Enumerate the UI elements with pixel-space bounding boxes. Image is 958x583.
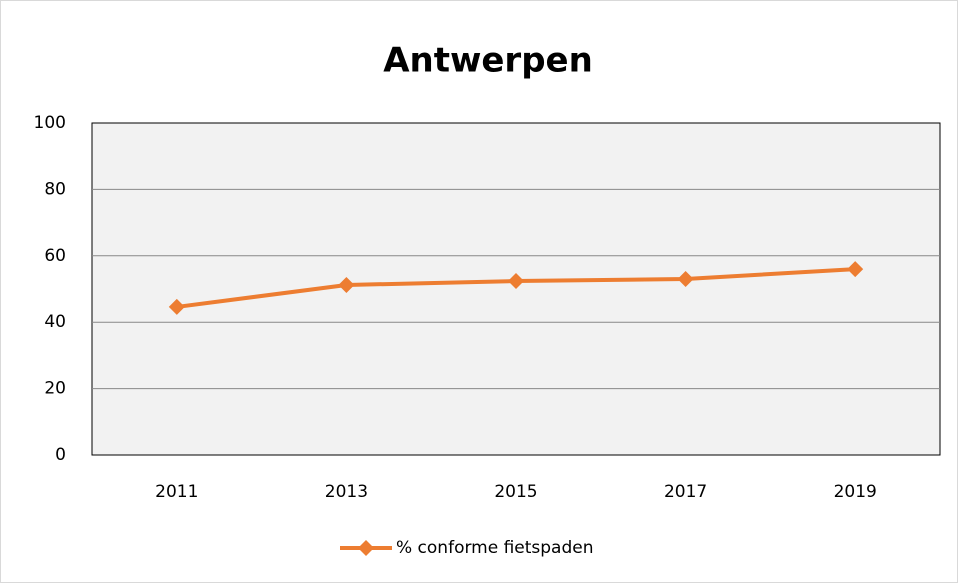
data-marker — [508, 273, 524, 290]
x-tick-label: 2015 — [494, 482, 537, 502]
data-marker — [168, 298, 185, 315]
y-tick-label: 60 — [44, 246, 66, 266]
legend-label: % conforme fietspaden — [396, 538, 594, 558]
chart-title: Antwerpen — [383, 41, 593, 81]
x-tick-label: 2017 — [664, 482, 707, 502]
y-tick-label: 80 — [44, 179, 66, 199]
y-tick-label: 100 — [34, 113, 66, 133]
legend-marker — [358, 540, 374, 556]
data-marker — [677, 271, 694, 288]
x-tick-label: 2011 — [155, 482, 198, 502]
data-marker — [338, 277, 355, 294]
y-tick-label: 40 — [44, 312, 66, 332]
x-tick-label: 2013 — [325, 482, 368, 502]
data-marker — [847, 261, 864, 278]
y-tick-label: 0 — [55, 445, 66, 465]
y-tick-label: 20 — [44, 379, 66, 399]
x-tick-label: 2019 — [834, 482, 877, 502]
